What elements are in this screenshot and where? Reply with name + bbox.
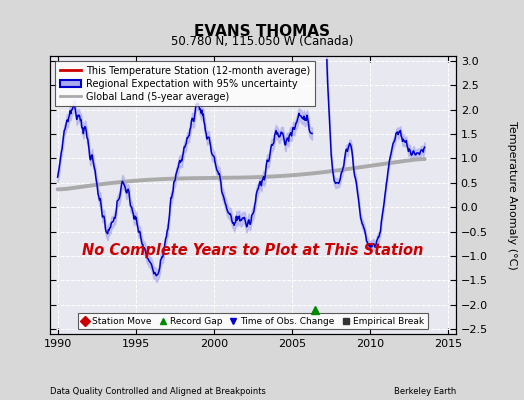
Text: EVANS THOMAS: EVANS THOMAS [194, 24, 330, 39]
Y-axis label: Temperature Anomaly (°C): Temperature Anomaly (°C) [507, 121, 517, 269]
Text: 50.780 N, 115.050 W (Canada): 50.780 N, 115.050 W (Canada) [171, 35, 353, 48]
Text: Data Quality Controlled and Aligned at Breakpoints: Data Quality Controlled and Aligned at B… [50, 387, 266, 396]
Legend: Station Move, Record Gap, Time of Obs. Change, Empirical Break: Station Move, Record Gap, Time of Obs. C… [78, 313, 428, 330]
Text: No Complete Years to Plot at This Station: No Complete Years to Plot at This Statio… [82, 243, 423, 258]
Text: Berkeley Earth: Berkeley Earth [394, 387, 456, 396]
